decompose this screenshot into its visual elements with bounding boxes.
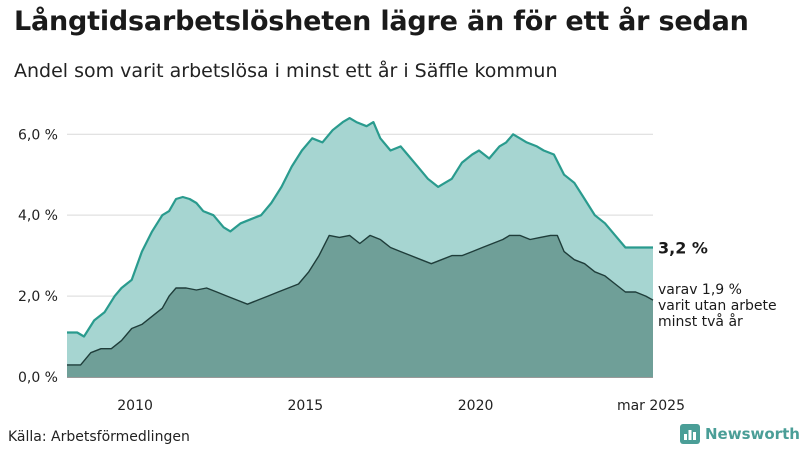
- brand-name: Newsworthy: [705, 425, 800, 443]
- end-label-long-line: minst två år: [658, 313, 743, 330]
- source-note: Källa: Arbetsförmedlingen: [8, 429, 190, 445]
- x-tick-label: mar 2025: [617, 398, 685, 414]
- x-tick-labels: 2010 2015 2020 mar 2025: [117, 398, 685, 414]
- newsworthy-logo-icon: [680, 424, 700, 444]
- brand-logo: Newsworthy: [680, 424, 800, 444]
- x-tick-label: 2020: [458, 398, 494, 414]
- y-tick-label: 0,0 %: [18, 370, 58, 386]
- series-line-long: [67, 234, 654, 366]
- series-area-long: [67, 235, 653, 377]
- chart-title: Långtidsarbetslösheten lägre än för ett …: [14, 6, 749, 37]
- y-tick-label: 4,0 %: [18, 208, 58, 224]
- series-areas: [67, 117, 654, 377]
- y-tick-labels: 0,0 % 2,0 % 4,0 % 6,0 %: [18, 127, 58, 386]
- end-label-total: 3,2 %: [658, 239, 708, 258]
- y-tick-label: 6,0 %: [18, 127, 58, 143]
- x-tick-label: 2010: [117, 398, 153, 414]
- y-tick-label: 2,0 %: [18, 289, 58, 305]
- x-tick-label: 2015: [288, 398, 324, 414]
- chart-subtitle: Andel som varit arbetslösa i minst ett å…: [14, 60, 558, 82]
- end-label-long-line: varit utan arbete: [658, 298, 777, 314]
- series-line-total: [67, 117, 653, 338]
- end-label-long-line: varav 1,9 %: [658, 282, 742, 298]
- end-labels: 3,2 % varav 1,9 % varit utan arbete minst t…: [658, 239, 777, 330]
- end-label-long: varav 1,9 % varit utan arbete minst två år: [658, 282, 777, 330]
